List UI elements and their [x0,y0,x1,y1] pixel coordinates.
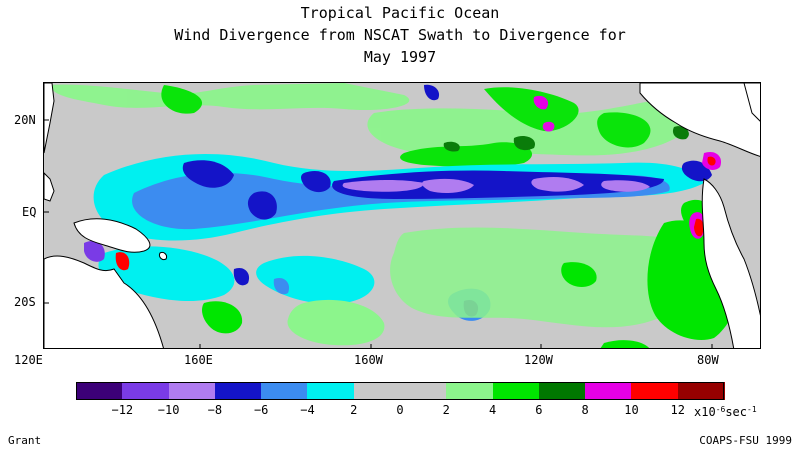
colorbar-tick-label: 0 [396,403,404,417]
map-title-line-3: May 1997 [363,48,437,66]
colorbar-tick-label: −4 [300,403,315,417]
unit-mid: sec [725,405,748,419]
lon-label-120w: 120W [524,353,553,367]
map-title-line-1: Tropical Pacific Ocean [300,4,500,22]
colorbar-swatch [446,382,494,400]
lon-label-160e: 160E [184,353,213,367]
positive-divergence-north [49,83,704,167]
lat-label-20s: 20S [14,295,36,309]
map-title-line-2: Wind Divergence from NSCAT Swath to Dive… [174,26,626,44]
lat-label-eq: EQ [22,205,37,219]
unit-prefix: x10 [694,405,716,419]
lon-label-120e: 120E [14,353,43,367]
colorbar-tick-label: 4 [488,403,497,417]
colorbar-swatch [307,382,355,400]
colorbar-tick-label: 8 [581,403,589,417]
colorbar-tick-label: −6 [253,403,269,417]
colorbar-swatch [538,382,586,400]
colorbar-tick-label: −10 [157,403,180,417]
colorbar-tick-label: 6 [535,403,543,417]
colorbar-swatch [631,382,679,400]
colorbar-swatch [353,382,401,400]
colorbar-tick-label: 2 [442,403,450,417]
colorbar-tick-label: 2 [350,403,358,417]
divergence-field [44,83,760,348]
lon-label-80w: 80W [697,353,719,367]
eastern-coast-features [84,84,722,271]
colorbar-swatch [492,382,540,400]
lat-label-20n: 20N [14,113,36,127]
colorbar [76,382,725,400]
axis-ticks [44,119,713,348]
colorbar-swatch [214,382,262,400]
unit-exponent-2: -1 [747,405,757,414]
divergence-map [43,82,761,349]
lon-label-160w: 160W [354,353,383,367]
colorbar-swatch [122,382,170,400]
unit-exponent-1: -6 [715,405,726,414]
colorbar-swatch [76,382,123,400]
colorbar-swatch [677,382,725,400]
convergence-band [93,153,704,241]
colorbar-tick-label: −8 [207,403,223,417]
colorbar-swatch [168,382,216,400]
colorbar-tick-label: 10 [624,403,639,417]
colorbar-swatch [261,382,309,400]
colorbar-swatch [400,382,447,400]
source-credit: COAPS-FSU 1999 [699,434,792,447]
colorbar-tick-label: 12 [670,403,685,417]
land-masses [44,83,760,348]
colorbar-swatch [585,382,633,400]
author-credit: Grant [8,434,42,447]
colorbar-unit-label: x10-6sec-1 [694,404,757,418]
colorbar-tick-label: −12 [111,403,134,417]
